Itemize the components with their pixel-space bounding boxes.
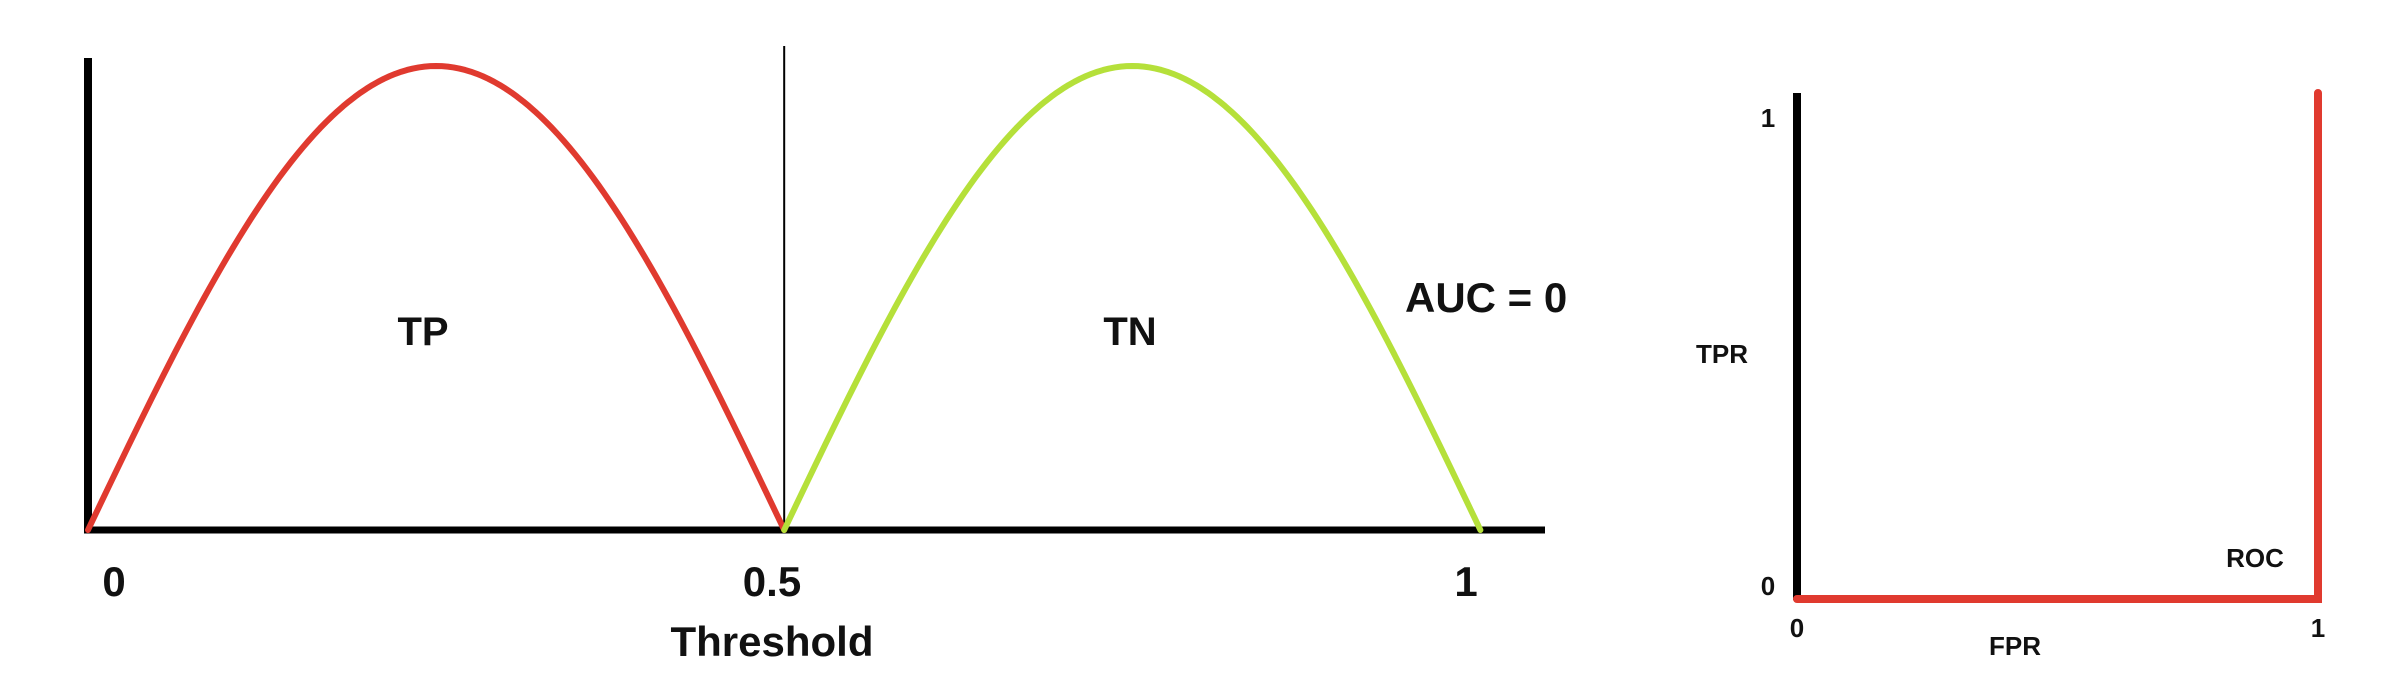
x-tick-label: 0.5 xyxy=(743,558,801,605)
roc-series-label: ROC xyxy=(2226,543,2284,573)
threshold-distribution-chart: 0 0.5 1 Threshold TP TN AUC = 0 xyxy=(84,46,1567,665)
y-tick-label: 1 xyxy=(1761,103,1775,133)
y-axis-label: TPR xyxy=(1696,339,1748,369)
x-tick-label: 1 xyxy=(2311,613,2325,643)
roc-curve-line xyxy=(1793,89,2322,603)
auc-annotation: AUC = 0 xyxy=(1405,274,1567,321)
series-line-tn xyxy=(781,63,1484,533)
series-label-tn: TN xyxy=(1103,310,1156,354)
x-tick-label: 0 xyxy=(102,558,125,605)
series-line-tp xyxy=(85,63,788,533)
x-axis-label: FPR xyxy=(1989,631,2041,661)
series-label-tp: TP xyxy=(397,310,448,354)
y-tick-label: 0 xyxy=(1761,571,1775,601)
x-tick-label: 1 xyxy=(1454,558,1477,605)
x-axis-label: Threshold xyxy=(670,618,873,665)
roc-chart: 1 0 0 1 TPR FPR ROC xyxy=(1696,89,2325,661)
x-tick-label: 0 xyxy=(1790,613,1804,643)
